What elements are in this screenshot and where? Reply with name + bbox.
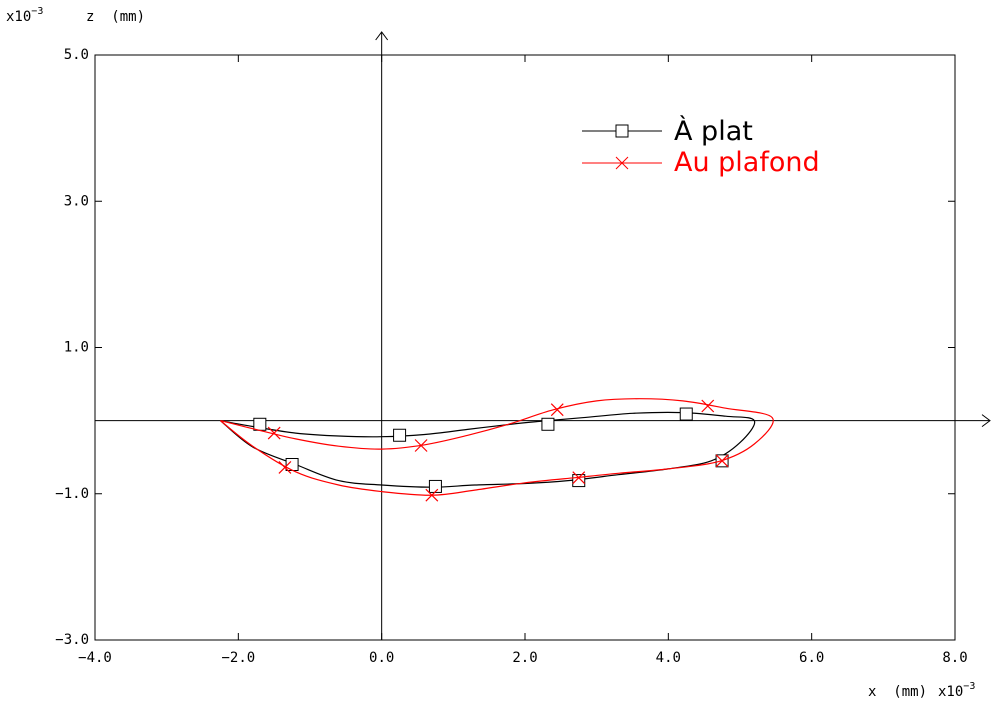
x-marker <box>425 488 439 502</box>
x-tick-label: 4.0 <box>656 650 681 666</box>
x-axis-arrowhead <box>981 414 991 428</box>
legend-label-au-plafond: Au plafond <box>674 147 820 178</box>
y-tick-label: 5.0 <box>64 47 89 63</box>
legend-label-a-plat: À plat <box>674 115 753 147</box>
y-tick-label: 3.0 <box>64 193 89 209</box>
y-ticks <box>95 54 955 641</box>
legend-x-marker <box>615 156 629 170</box>
series-1 <box>220 398 774 502</box>
x-multiplier-base: x10 <box>938 684 963 700</box>
x-marker <box>414 439 428 452</box>
y-tick-label: −3.0 <box>55 632 89 648</box>
y-axis-multiplier: x10−3 <box>6 6 43 25</box>
x-marker <box>701 399 715 413</box>
x-tick-label: 8.0 <box>942 650 967 666</box>
x-marker <box>550 403 564 417</box>
x-tick-labels: −4.0 −2.0 0.0 2.0 4.0 6.0 8.0 <box>78 650 968 666</box>
x-tick-label: 0.0 <box>369 650 394 666</box>
x-marker <box>572 471 586 485</box>
x-tick-label: −2.0 <box>221 650 255 666</box>
square-marker <box>679 407 693 421</box>
legend-item-au-plafond: Au plafond <box>582 147 820 178</box>
y-multiplier-base: x10 <box>6 9 31 25</box>
plot-frame <box>94 54 956 641</box>
x-tick-label: 2.0 <box>512 650 537 666</box>
x-tick-label: −4.0 <box>78 650 112 666</box>
x-multiplier-exponent: −3 <box>963 681 975 692</box>
y-tick-label: −1.0 <box>55 486 89 502</box>
x-marker <box>278 461 292 474</box>
y-multiplier-exponent: −3 <box>31 6 43 17</box>
x-axis-multiplier: x10−3 <box>938 681 975 700</box>
y-tick-label: 1.0 <box>64 340 89 356</box>
y-axis-arrowhead <box>375 31 389 41</box>
square-marker <box>253 417 267 431</box>
y-tick-labels: −3.0 −1.0 1.0 3.0 5.0 <box>55 47 89 648</box>
x-axis-label: x (mm) <box>868 684 927 700</box>
legend: À plat Au plafond <box>582 115 820 178</box>
x-ticks <box>94 55 956 640</box>
square-marker <box>393 428 407 442</box>
x-tick-label: 6.0 <box>799 650 824 666</box>
series-line <box>220 398 774 496</box>
square-marker <box>428 479 442 493</box>
series-line <box>220 411 756 488</box>
legend-square-marker <box>615 124 629 138</box>
x-marker <box>267 426 281 440</box>
x-marker <box>715 454 729 468</box>
legend-item-a-plat: À plat <box>582 115 753 147</box>
y-axis-label: z (mm) <box>86 9 145 25</box>
series-layer <box>220 398 774 502</box>
square-marker <box>541 417 555 431</box>
